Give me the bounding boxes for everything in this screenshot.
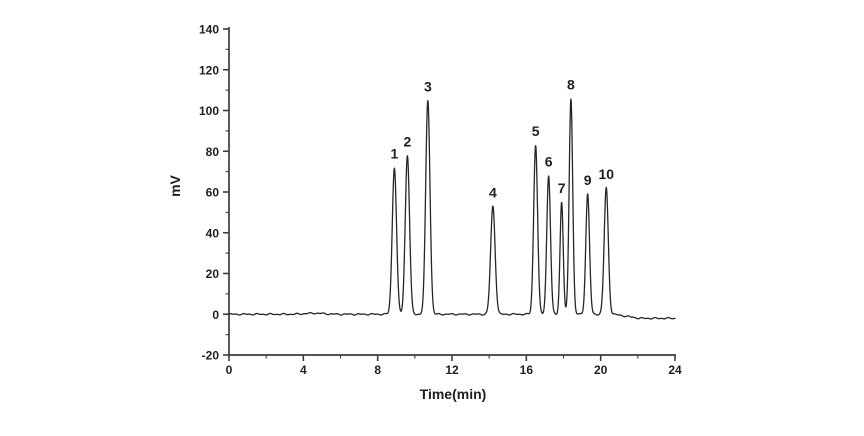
- chromatogram-trace: [228, 98, 676, 320]
- y-axis-title: mV: [167, 174, 183, 196]
- y-tick-label: 40: [206, 226, 220, 240]
- x-tick-label: 20: [594, 363, 608, 377]
- y-tick-label: 80: [206, 145, 220, 159]
- x-tick-label: 16: [520, 363, 534, 377]
- peak-label: 7: [558, 180, 566, 196]
- x-tick-label: 0: [226, 363, 233, 377]
- x-axis-title: Time(min): [420, 386, 487, 402]
- peak-label: 6: [545, 154, 553, 170]
- peak-label: 9: [584, 172, 592, 188]
- peak-label: 8: [567, 76, 575, 92]
- peak-label: 2: [404, 133, 412, 149]
- y-tick-label: -20: [202, 349, 220, 363]
- x-tick-label: 12: [445, 363, 459, 377]
- y-tick-label: 120: [199, 63, 219, 77]
- y-tick-label: 20: [206, 267, 220, 281]
- peak-label: 5: [532, 123, 540, 139]
- x-tick-label: 4: [300, 363, 307, 377]
- x-tick-label: 8: [374, 363, 381, 377]
- y-tick-label: 60: [206, 186, 220, 200]
- peak-label: 3: [424, 78, 432, 94]
- y-tick-label: 140: [199, 23, 219, 37]
- peak-label: 10: [598, 166, 614, 182]
- peak-label: 4: [489, 184, 497, 200]
- y-tick-label: 100: [199, 104, 219, 118]
- y-tick-label: 0: [212, 308, 219, 322]
- x-tick-label: 24: [668, 363, 682, 377]
- peak-label: 1: [390, 146, 398, 162]
- plot-generated: 0 4 8 12 16 20 24 -20 0 20 40 60 80 100 120 140 12 3 4 567 8…: [199, 23, 682, 378]
